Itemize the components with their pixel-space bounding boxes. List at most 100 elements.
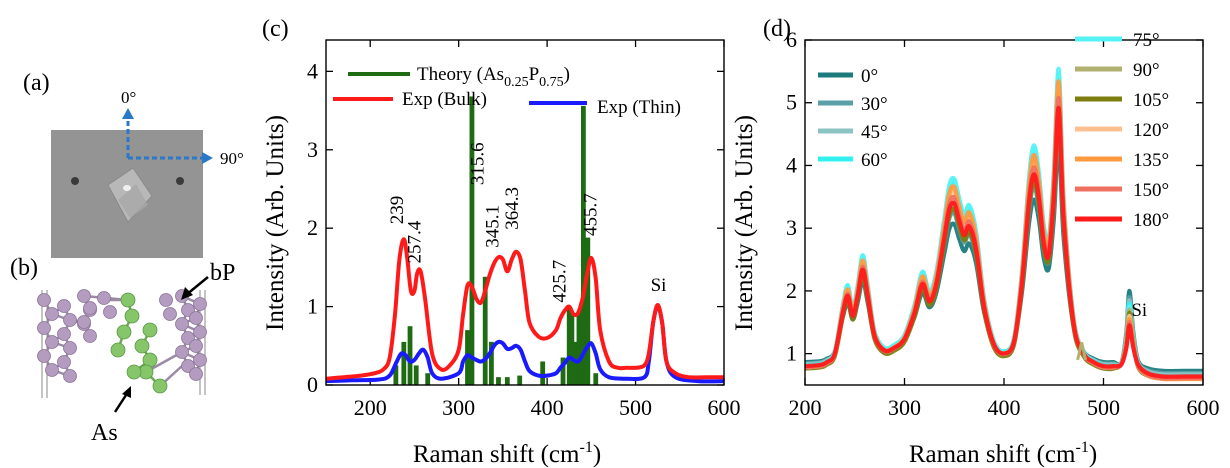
- d-xtick-label-200: 200: [789, 395, 822, 420]
- p-atom: [103, 305, 117, 319]
- theory-stick-315: [469, 96, 475, 385]
- d-frame: [804, 39, 1204, 386]
- p-atom: [63, 313, 77, 327]
- marker-dot-left: [71, 177, 79, 185]
- theory-stick-345: [496, 377, 501, 385]
- c-ytick-label-3: 3: [307, 137, 318, 162]
- angle-90-extra-peak: [1076, 342, 1088, 361]
- d-legend-text-r4: 135°: [1133, 150, 1169, 171]
- theory-stick-428: [569, 314, 575, 385]
- d-angle-lines: [805, 66, 1203, 382]
- c-y-axis-label: Intensity (Arb. Units): [262, 115, 289, 331]
- theory-stick-455: [593, 373, 599, 385]
- crystal-structure: [37, 289, 207, 398]
- p-atom: [45, 335, 59, 349]
- legend-theory-text: Theory (As0.25P0.75): [417, 64, 570, 90]
- as-label: As: [91, 420, 118, 446]
- p-atom: [83, 301, 97, 315]
- d-legend-text-r5: 150°: [1133, 180, 1169, 201]
- d-y-axis-label: Intensity (Arb. Units): [731, 115, 758, 331]
- as-arrow-head: [122, 386, 131, 398]
- p-atom: [37, 293, 51, 307]
- p-atom: [163, 307, 177, 321]
- d-ytick-label-3: 3: [786, 215, 797, 240]
- c-xtick-label-400: 400: [531, 395, 564, 420]
- theory-stick-395: [540, 361, 546, 385]
- p-atom: [45, 307, 59, 321]
- d-legend-text-r1: 90°: [1133, 60, 1160, 81]
- d-legend-text-1: 30°: [861, 94, 888, 115]
- d-legend: 0° 30° 45° 60° 75° 90° 105° 120° 135° 150° 180°: [818, 30, 1169, 231]
- c-x-axis-label: Raman shift (cm-1): [413, 439, 601, 468]
- theory-stick-418: [560, 357, 566, 385]
- theory-stick-355: [504, 377, 510, 385]
- as-atom: [110, 342, 126, 358]
- si-label: Si: [1131, 300, 1147, 321]
- p-atom: [57, 327, 71, 341]
- p-atom: [193, 353, 207, 367]
- c-plot-area: [326, 96, 724, 385]
- c-xtick-label-200: 200: [354, 395, 387, 420]
- peak-label-239: 239: [387, 196, 408, 225]
- p-atom: [57, 355, 71, 369]
- d-legend-text-r0: 75°: [1133, 30, 1160, 51]
- d-legend-text-0: 0°: [861, 66, 878, 87]
- p-atom: [57, 299, 71, 313]
- p-atom: [97, 291, 111, 305]
- as-atom: [120, 292, 136, 308]
- c-legend: Theory (As0.25P0.75) Exp (Bulk) Exp (Thi…: [333, 64, 681, 118]
- peak-label-425.7: 425.7: [550, 260, 571, 303]
- as-atom: [142, 322, 158, 338]
- as-atom: [116, 324, 132, 340]
- theory-stick-425: [566, 308, 572, 385]
- peak-label-315.6: 315.6: [467, 142, 488, 185]
- d-legend-text-2: 45°: [861, 122, 888, 143]
- theory-stick-436: [576, 314, 582, 385]
- theory-stick-238: [401, 341, 407, 385]
- direction-90-label: 90°: [220, 149, 244, 168]
- d-legend-text-r3: 120°: [1133, 120, 1169, 141]
- flake-inner: [118, 184, 148, 218]
- c-ytick-label-2: 2: [307, 215, 318, 240]
- as-atom: [134, 338, 150, 354]
- p-atom: [63, 341, 77, 355]
- d-legend-text-r2: 105°: [1133, 90, 1169, 111]
- legend-thin-text: Exp (Thin): [597, 97, 681, 118]
- peak-label-Si: Si: [651, 275, 667, 296]
- theory-stick-441: [580, 105, 586, 385]
- c-ytick-label-4: 4: [307, 58, 318, 83]
- peak-label-364.3: 364.3: [502, 187, 523, 230]
- p-atom: [45, 363, 59, 377]
- arrow-90-deg-head: [202, 152, 213, 164]
- d-xtick-label-400: 400: [988, 395, 1021, 420]
- theory-stick-443: [582, 330, 588, 385]
- d-ytick-label-2: 2: [786, 278, 797, 303]
- c-xtick-label-300: 300: [442, 395, 475, 420]
- p-atom: [63, 369, 77, 383]
- peak-label-257.4: 257.4: [405, 220, 426, 263]
- arrow-0-deg-head: [122, 108, 134, 119]
- p-atom: [77, 315, 91, 329]
- d-plot-area: [805, 66, 1203, 382]
- d-x-axis-label: Raman shift (cm-1): [909, 439, 1097, 468]
- d-annotations: Si: [1131, 300, 1147, 321]
- series-bulk: [326, 237, 724, 381]
- p-atom: [37, 321, 51, 335]
- panel-d: (d) Intensity (Arb. Units) Raman shift (…: [731, 16, 1220, 468]
- c-frame: [325, 39, 725, 386]
- as-atom: [124, 308, 140, 324]
- theory-stick-229: [393, 365, 399, 385]
- theory-stick-369: [517, 375, 523, 385]
- theory-stick-432: [573, 341, 578, 385]
- p-atom: [175, 345, 189, 359]
- d-ytick-label-1: 1: [786, 341, 797, 366]
- panel-c-label: (c): [262, 16, 289, 42]
- theory-stick-337: [488, 341, 494, 385]
- theory-stick-330: [482, 276, 488, 385]
- d-legend-text-3: 60°: [861, 150, 888, 171]
- as-atom: [126, 364, 142, 380]
- panel-d-label: (d): [763, 16, 791, 42]
- panel-c: (c) Intensity (Arb. Units) Raman shift (…: [262, 16, 741, 468]
